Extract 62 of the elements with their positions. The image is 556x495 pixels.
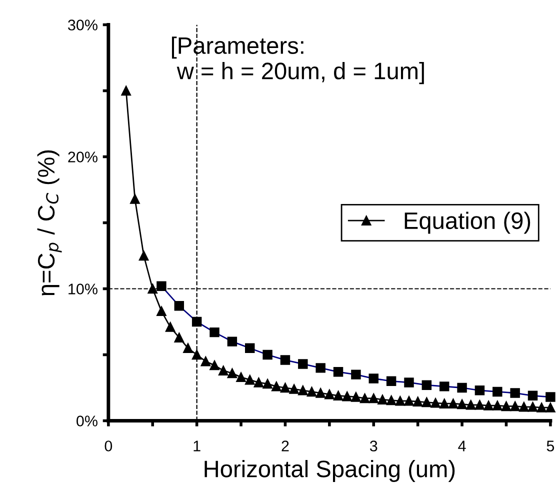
point <box>262 378 272 389</box>
point <box>183 343 193 354</box>
x-tick-label: 1 <box>194 440 200 452</box>
y-tick-label: 20% <box>68 152 98 162</box>
point <box>528 402 538 412</box>
point <box>316 388 326 398</box>
point <box>342 391 352 402</box>
point <box>395 396 406 406</box>
point <box>210 360 220 370</box>
point <box>165 322 176 332</box>
point <box>333 390 344 401</box>
point <box>298 386 308 396</box>
point <box>351 392 361 402</box>
point <box>474 400 485 410</box>
point <box>386 395 396 406</box>
point <box>245 374 255 385</box>
point <box>368 393 378 404</box>
point <box>457 399 467 410</box>
legend-label: Equation (9) <box>404 212 530 234</box>
point <box>280 382 290 393</box>
x-tick-label: 5 <box>546 440 554 452</box>
point <box>546 402 556 412</box>
y-tick-label: 0% <box>76 416 98 426</box>
point <box>492 400 502 410</box>
point <box>236 372 246 382</box>
point <box>200 356 211 366</box>
point <box>404 396 414 406</box>
x-tick-label: 3 <box>370 440 378 452</box>
point <box>138 250 149 261</box>
point <box>254 378 264 388</box>
point <box>501 401 512 412</box>
point <box>272 382 282 392</box>
point <box>378 394 388 404</box>
point <box>289 384 299 394</box>
point <box>430 398 440 408</box>
point <box>156 306 166 316</box>
annotation: [Parameters: w = h = 20um, d = 1um] <box>172 36 424 84</box>
point <box>536 402 546 412</box>
x-axis-title: Horizontal Spacing (um) <box>204 460 455 482</box>
point <box>324 389 334 400</box>
y-tick-label: 30% <box>68 20 98 30</box>
point <box>227 368 238 378</box>
y-tick-label: 10% <box>68 284 98 294</box>
point <box>422 397 432 408</box>
point <box>360 393 370 404</box>
point <box>510 401 520 412</box>
point <box>484 400 494 410</box>
y-axis-title: η=C$_{p}$ / C$_{C}$ (%) <box>37 150 62 296</box>
point <box>218 366 228 376</box>
point <box>466 400 476 410</box>
point <box>121 86 131 96</box>
point <box>519 402 529 412</box>
point <box>130 194 140 204</box>
x-tick-label: 4 <box>458 440 466 452</box>
x-tick-label: 2 <box>282 440 289 452</box>
point <box>174 332 184 342</box>
x-tick-label: 0 <box>104 440 112 452</box>
point <box>412 396 423 406</box>
point <box>192 350 202 360</box>
point <box>306 386 317 397</box>
point <box>448 398 458 408</box>
point <box>439 398 450 408</box>
